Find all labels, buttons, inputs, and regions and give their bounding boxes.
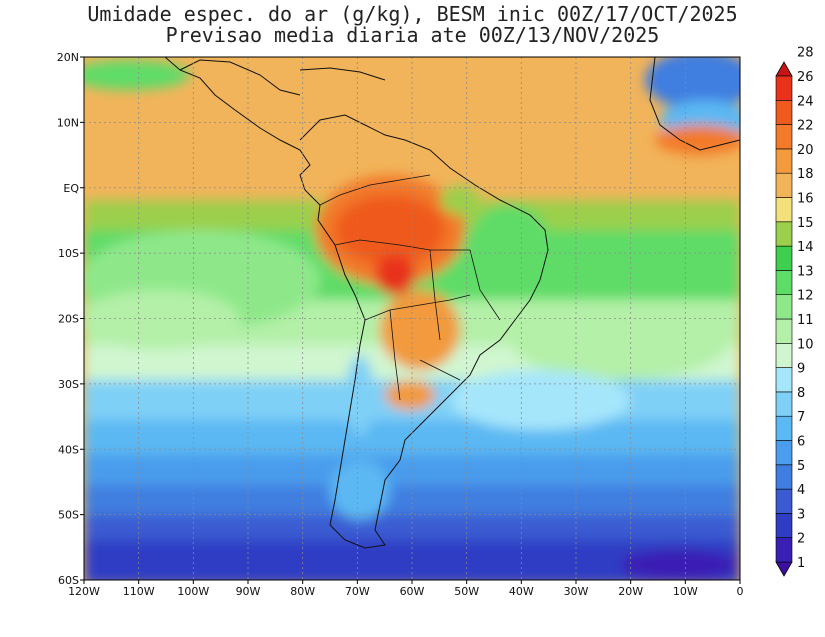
chart-title-line1: Umidade espec. do ar (g/kg), BESM inic 0… [87, 2, 738, 26]
colorbar-swatch [775, 75, 793, 101]
x-tick-label: 0 [737, 585, 744, 598]
colorbar-label: 16 [797, 192, 814, 207]
chart-title-line2: Previsao media diaria ate 00Z/13/NOV/202… [165, 23, 660, 47]
colorbar-swatch [775, 464, 793, 490]
x-tick-label: 10W [673, 585, 698, 598]
y-tick-label: 10S [58, 247, 79, 260]
colorbar-swatch [775, 270, 793, 295]
x-tick-label: 70W [345, 585, 370, 598]
colorbar-swatch [775, 197, 793, 223]
x-tick-label: 60W [400, 585, 425, 598]
x-tick-label: 20W [618, 585, 643, 598]
x-tick-label: 30W [564, 585, 589, 598]
colorbar-swatch [775, 391, 793, 417]
colorbar-label: 22 [797, 119, 814, 134]
colorbar-label: 14 [797, 240, 814, 255]
y-tick-label: 60S [58, 574, 79, 587]
colorbar-label: 6 [797, 435, 805, 450]
colorbar-swatch [775, 124, 793, 150]
colorbar-swatch [775, 294, 793, 320]
x-tick-label: 100W [177, 585, 209, 598]
colorbar-label: 15 [797, 216, 814, 231]
colorbar-label: 20 [797, 143, 814, 158]
colorbar-swatch [775, 221, 793, 247]
colorbar-swatch [775, 172, 793, 198]
x-tick-label: 120W [68, 585, 100, 598]
colorbar-swatch [775, 415, 793, 441]
y-tick-label: 20S [58, 313, 79, 326]
coastlines [164, 57, 740, 549]
y-tick-label: EQ [63, 182, 79, 195]
colorbar-label: 18 [797, 167, 814, 182]
colorbar-label: 5 [797, 459, 805, 474]
y-tick-label: 10N [57, 116, 79, 129]
colorbar-swatch [775, 342, 793, 368]
colorbar-label: 8 [797, 386, 805, 401]
y-tick-label: 50S [58, 509, 79, 522]
colorbar-label: 26 [797, 70, 814, 85]
colorbar-swatch [775, 245, 793, 271]
colorbar-label: 10 [797, 337, 814, 352]
x-tick-label: 80W [290, 585, 315, 598]
colorbar-label: 12 [797, 289, 814, 304]
colorbar-swatch [775, 61, 793, 77]
colorbar-label: 13 [797, 264, 814, 279]
colorbar-swatch [775, 488, 793, 514]
colorbar-label: 3 [797, 507, 805, 522]
colorbar-swatch [775, 367, 793, 393]
y-axis-ticks: 20N 10N EQ 10S 20S 30S 40S 50S 60S [57, 51, 84, 587]
colorbar-label: 9 [797, 362, 805, 377]
colorbar-label: 4 [797, 483, 805, 498]
colorbar-swatch [775, 318, 793, 344]
country-borders [319, 174, 501, 401]
colorbar-swatch [775, 561, 793, 577]
x-axis-ticks: 120W 110W 100W 90W 80W 70W 60W 50W 40W 30W 20W 10W 0 [68, 580, 744, 598]
y-tick-label: 40S [58, 443, 79, 456]
gridlines [84, 57, 740, 580]
humidity-field [84, 57, 740, 580]
colorbar-swatch [775, 513, 793, 539]
colorbar-label: 7 [797, 410, 805, 425]
colorbar-label: 2 [797, 532, 805, 547]
colorbar-label: 24 [797, 94, 814, 109]
x-tick-label: 90W [236, 585, 261, 598]
colorbar-label: 11 [797, 313, 814, 328]
colorbar-swatch [775, 537, 793, 563]
colorbar-swatch [775, 440, 793, 466]
colorbar-label: 1 [797, 556, 805, 571]
y-tick-label: 20N [57, 51, 79, 64]
y-tick-label: 30S [58, 378, 79, 391]
x-tick-label: 40W [509, 585, 534, 598]
colorbar-label: 28 [797, 46, 814, 61]
colorbar-swatch [775, 148, 793, 174]
x-tick-label: 110W [123, 585, 155, 598]
x-tick-label: 50W [454, 585, 479, 598]
colorbar-swatch [775, 100, 793, 125]
